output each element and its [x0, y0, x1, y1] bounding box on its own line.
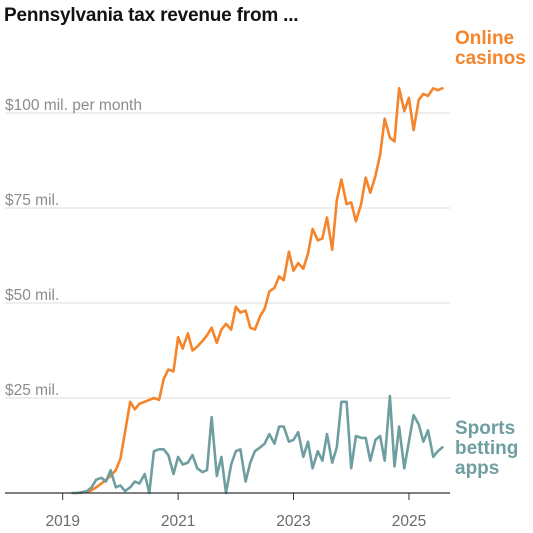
series-line-1 — [71, 394, 444, 495]
y-axis-labels: $25 mil. $50 mil. $75 mil. $100 mil. per mo… — [5, 97, 142, 399]
x-tick-label: 2025 — [392, 513, 426, 530]
series-label-line: apps — [455, 458, 499, 479]
series-label-line: betting — [455, 438, 518, 459]
y-tick-label: $75 mil. — [5, 192, 59, 209]
grid-lines — [5, 112, 450, 399]
y-tick-label: $100 mil. per month — [5, 97, 142, 114]
x-tick-label: 2023 — [276, 513, 310, 530]
series-line-0 — [75, 87, 444, 495]
chart-title: Pennsylvania tax revenue from ... — [4, 5, 299, 26]
x-axis-labels: 2019 2021 2023 2025 — [45, 493, 426, 530]
x-tick-label: 2019 — [45, 513, 79, 530]
series-lines — [71, 87, 444, 495]
series-label-line: casinos — [455, 48, 526, 69]
x-tick-label: 2021 — [161, 513, 195, 530]
y-tick-label: $50 mil. — [5, 287, 59, 304]
series-label-line: Sports — [455, 418, 515, 439]
y-tick-label: $25 mil. — [5, 382, 59, 399]
series-label-line: Online — [455, 28, 514, 49]
